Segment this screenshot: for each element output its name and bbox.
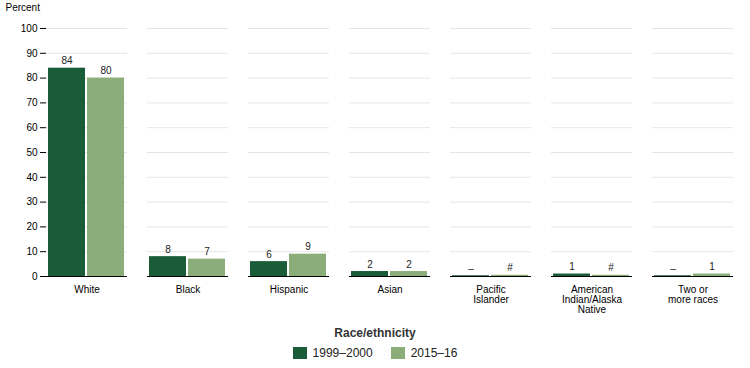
svg-text:40: 40 (26, 172, 38, 183)
svg-text:50: 50 (26, 147, 38, 158)
svg-text:2: 2 (406, 259, 412, 270)
svg-text:PacificIslander: PacificIslander (473, 284, 509, 305)
svg-text:#: # (608, 262, 614, 273)
html-text:1999–2000: 1999–2000 (312, 346, 373, 360)
html-text:Race/ethnicity: Race/ethnicity (334, 326, 416, 340)
svg-text:White: White (74, 284, 100, 295)
svg-text:Asian: Asian (377, 284, 402, 295)
svg-text:–: – (468, 263, 474, 274)
svg-text:100: 100 (21, 23, 38, 34)
svg-text:80: 80 (26, 72, 38, 83)
svg-text:#: # (507, 262, 513, 273)
svg-text:80: 80 (100, 65, 112, 76)
svg-text:9: 9 (305, 241, 311, 252)
svg-text:2: 2 (367, 259, 373, 270)
svg-text:60: 60 (26, 122, 38, 133)
svg-text:70: 70 (26, 97, 38, 108)
svg-text:Hispanic: Hispanic (270, 284, 308, 295)
svg-text:10: 10 (26, 246, 38, 257)
svg-text:Percent: Percent (6, 2, 41, 13)
svg-text:1: 1 (569, 261, 575, 272)
html-text:2015–16: 2015–16 (410, 346, 458, 360)
svg-text:30: 30 (26, 196, 38, 207)
svg-text:90: 90 (26, 48, 38, 59)
svg-text:6: 6 (266, 249, 272, 260)
svg-text:Two ormore races: Two ormore races (668, 284, 718, 305)
svg-text:–: – (670, 263, 676, 274)
svg-text:1: 1 (709, 261, 715, 272)
svg-text:Black: Black (176, 284, 201, 295)
svg-text:20: 20 (26, 221, 38, 232)
svg-text:AmericanIndian/AlaskaNative: AmericanIndian/AlaskaNative (562, 284, 622, 315)
svg-text:0: 0 (32, 271, 38, 282)
svg-text:84: 84 (61, 55, 73, 66)
svg-text:7: 7 (204, 246, 210, 257)
svg-text:8: 8 (165, 244, 171, 255)
